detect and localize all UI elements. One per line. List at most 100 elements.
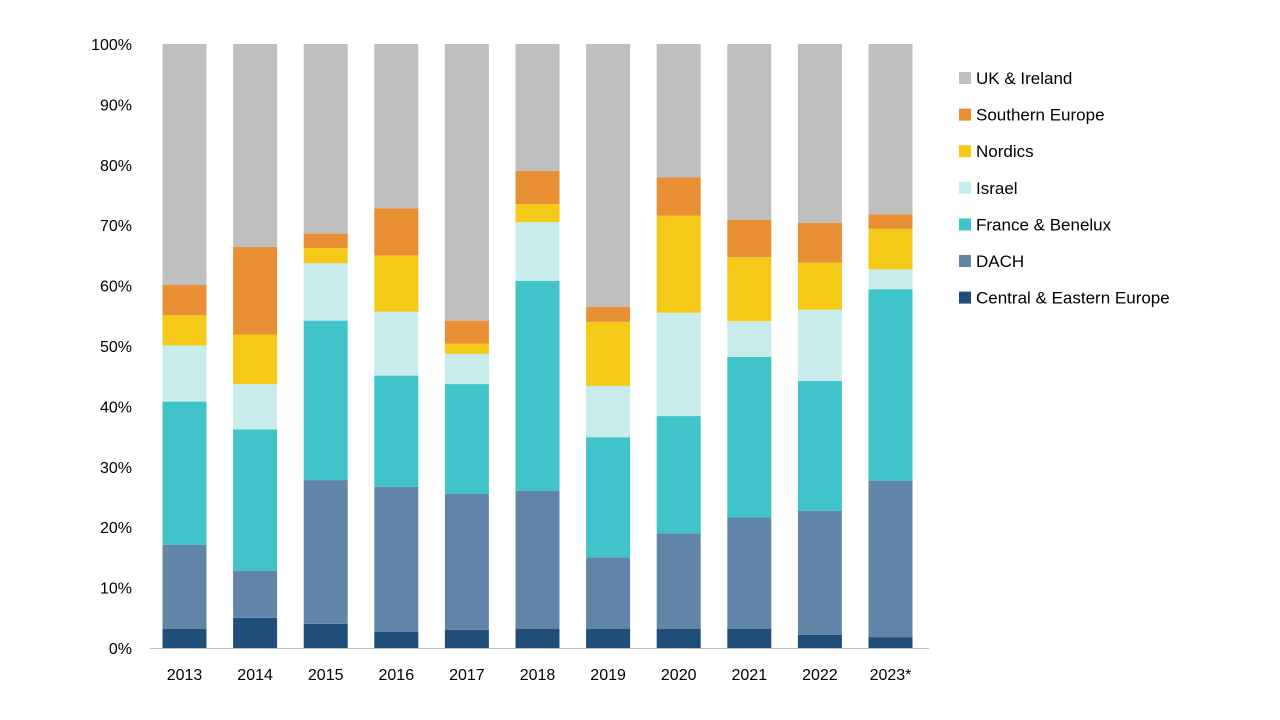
bar-segment-southern-europe-2013: [162, 284, 207, 316]
bar-group-2021: [727, 44, 772, 648]
bar-segment-central-and-eastern-europe-2023: [868, 637, 913, 648]
x-tick-label: 2018: [520, 667, 556, 684]
bar-segment-israel-2018: [515, 222, 560, 281]
bar-segment-central-and-eastern-europe-2021: [727, 628, 772, 648]
bar-group-2022: [797, 44, 842, 648]
bar-segment-france-and-benelux-2023: [868, 289, 913, 481]
legend-label: Israel: [976, 179, 1018, 198]
bar-segment-nordics-2016: [374, 255, 419, 312]
bar-segment-israel-2015: [303, 263, 348, 321]
bar-segment-uk-and-ireland-2022: [797, 44, 842, 223]
y-tick-label: 60%: [100, 279, 132, 296]
bar-segment-southern-europe-2021: [727, 219, 772, 258]
bar-segment-france-and-benelux-2021: [727, 356, 772, 518]
bar-segment-nordics-2023: [868, 228, 913, 270]
x-tick-label: 2017: [449, 667, 485, 684]
y-tick-label: 90%: [100, 97, 132, 114]
bars: [162, 44, 913, 648]
bar-segment-nordics-2014: [233, 334, 278, 385]
x-tick-label: 2023*: [870, 667, 912, 684]
legend-item-france-and-benelux: France & Benelux: [959, 215, 1112, 234]
bar-segment-dach-2020: [656, 533, 701, 629]
bar-segment-dach-2023: [868, 480, 913, 638]
bar-segment-uk-and-ireland-2021: [727, 44, 772, 220]
y-axis: 0% 10% 20% 30% 40% 50% 60% 70% 80% 90% 100%: [91, 37, 132, 658]
bar-segment-uk-and-ireland-2015: [303, 44, 348, 234]
legend-item-southern-europe: Southern Europe: [959, 106, 1105, 125]
bar-segment-israel-2021: [727, 321, 772, 357]
bar-segment-israel-2017: [444, 353, 489, 385]
bar-segment-southern-europe-2020: [656, 177, 701, 216]
bar-segment-nordics-2013: [162, 315, 207, 346]
bar-segment-france-and-benelux-2015: [303, 320, 348, 481]
legend-label: Nordics: [976, 142, 1034, 161]
bar-group-2023: [868, 44, 913, 648]
bar-segment-central-and-eastern-europe-2016: [374, 631, 419, 648]
bar-segment-central-and-eastern-europe-2014: [233, 617, 278, 648]
x-tick-label: 2015: [308, 667, 344, 684]
y-tick-label: 80%: [100, 158, 132, 175]
bar-segment-france-and-benelux-2016: [374, 375, 419, 487]
bar-segment-nordics-2015: [303, 248, 348, 264]
bar-segment-uk-and-ireland-2014: [233, 44, 278, 247]
bar-segment-southern-europe-2023: [868, 214, 913, 229]
legend-item-uk-and-ireland: UK & Ireland: [959, 69, 1072, 88]
bar-segment-central-and-eastern-europe-2015: [303, 623, 348, 648]
bar-segment-uk-and-ireland-2016: [374, 44, 419, 209]
bar-segment-france-and-benelux-2020: [656, 416, 701, 534]
y-tick-label: 70%: [100, 218, 132, 235]
bar-segment-central-and-eastern-europe-2013: [162, 628, 207, 648]
bar-segment-dach-2022: [797, 510, 842, 635]
legend-swatch: [959, 181, 971, 194]
bar-segment-central-and-eastern-europe-2018: [515, 628, 560, 648]
legend-label: France & Benelux: [976, 215, 1112, 234]
bar-segment-nordics-2019: [586, 321, 631, 386]
bar-segment-france-and-benelux-2022: [797, 381, 842, 511]
legend-label: Southern Europe: [976, 106, 1105, 125]
bar-segment-france-and-benelux-2018: [515, 280, 560, 491]
bar-segment-central-and-eastern-europe-2019: [586, 628, 631, 648]
x-tick-label: 2021: [732, 667, 768, 684]
bar-group-2018: [515, 44, 560, 648]
legend-swatch: [959, 72, 971, 84]
bar-segment-central-and-eastern-europe-2020: [656, 628, 701, 648]
bar-group-2019: [586, 44, 631, 648]
bar-group-2015: [303, 44, 348, 648]
legend-item-central-and-eastern-europe: Central & Eastern Europe: [959, 289, 1170, 308]
bar-segment-southern-europe-2014: [233, 246, 278, 335]
legend-item-israel: Israel: [959, 179, 1018, 198]
bar-segment-southern-europe-2018: [515, 170, 560, 205]
bar-segment-southern-europe-2019: [586, 306, 631, 322]
bar-segment-southern-europe-2017: [444, 320, 489, 344]
legend-swatch: [959, 145, 971, 158]
bar-segment-israel-2016: [374, 311, 419, 376]
bar-group-2017: [444, 44, 489, 648]
bar-segment-nordics-2022: [797, 262, 842, 310]
bar-segment-dach-2016: [374, 486, 419, 632]
bar-segment-southern-europe-2016: [374, 208, 419, 256]
bar-segment-dach-2013: [162, 544, 207, 629]
y-tick-label: 50%: [100, 339, 132, 356]
bar-segment-israel-2022: [797, 309, 842, 382]
bar-segment-central-and-eastern-europe-2017: [444, 629, 489, 648]
bar-segment-dach-2014: [233, 570, 278, 618]
y-tick-label: 40%: [100, 399, 132, 416]
y-tick-label: 10%: [100, 581, 132, 598]
legend-swatch: [959, 218, 971, 231]
bar-segment-nordics-2021: [727, 257, 772, 322]
y-tick-label: 0%: [109, 641, 132, 658]
x-axis: 2013 2014 2015 2016 2017 2018 2019 2020 2021 2022…: [150, 648, 929, 684]
bar-group-2014: [233, 44, 278, 648]
bar-group-2020: [656, 44, 701, 648]
x-tick-label: 2022: [802, 667, 838, 684]
bar-segment-uk-and-ireland-2023: [868, 44, 913, 215]
y-tick-label: 20%: [100, 520, 132, 537]
bar-segment-dach-2015: [303, 480, 348, 624]
bar-segment-nordics-2018: [515, 204, 560, 223]
legend-label: UK & Ireland: [976, 69, 1072, 88]
bar-segment-france-and-benelux-2019: [586, 437, 631, 558]
bar-segment-uk-and-ireland-2017: [444, 44, 489, 321]
x-tick-label: 2019: [590, 667, 626, 684]
bar-segment-dach-2021: [727, 517, 772, 629]
